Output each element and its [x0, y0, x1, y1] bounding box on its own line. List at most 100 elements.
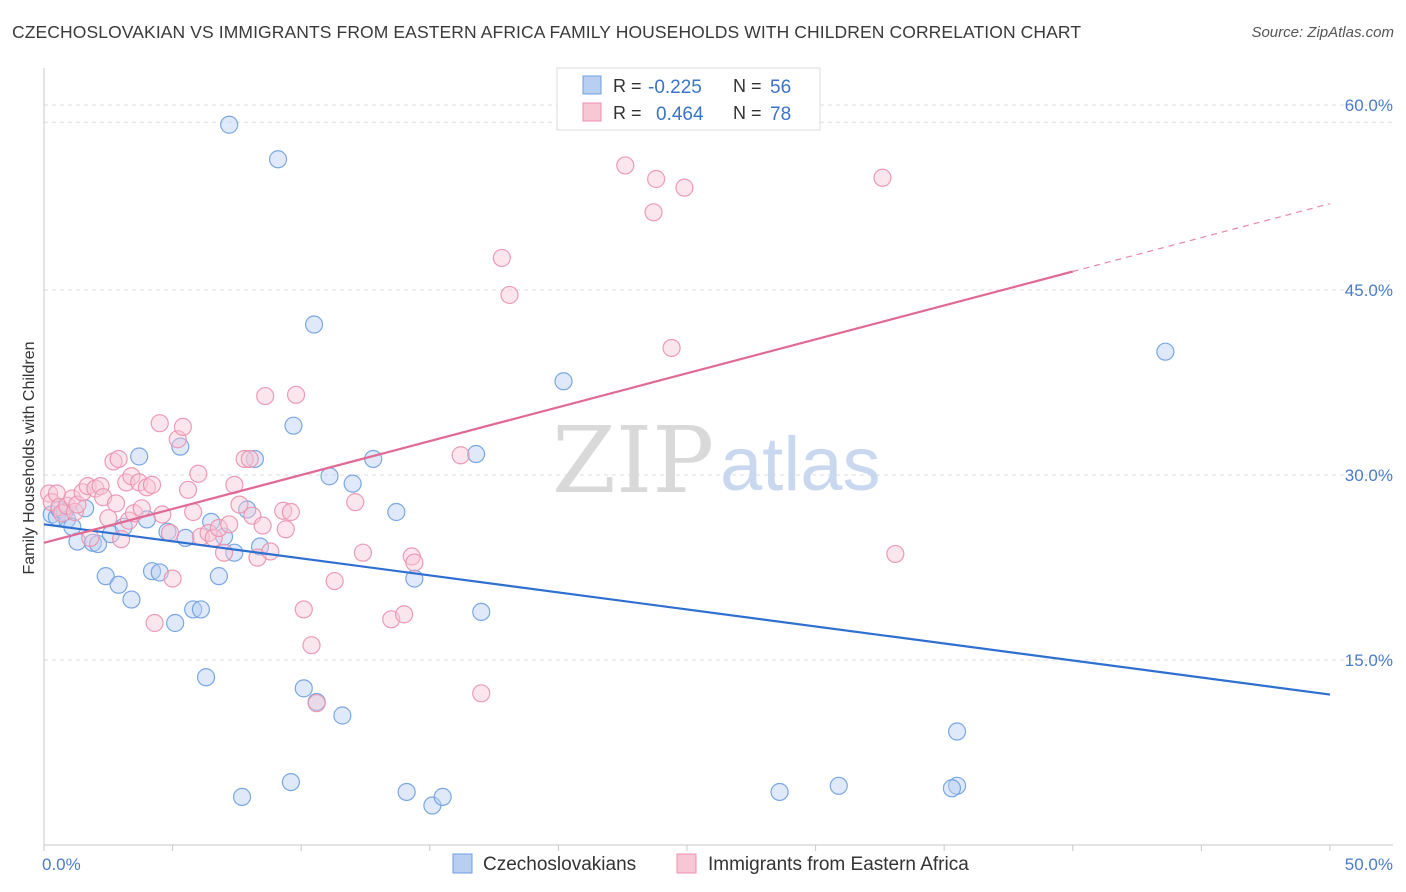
point-czechoslovakians-57 — [1156, 342, 1175, 361]
point-czechoslovakians-27 — [209, 567, 228, 586]
point-eastern-africa-18 — [109, 449, 128, 469]
point-eastern-africa-51 — [256, 386, 275, 406]
trend-line-czechoslovakians — [43, 523, 1331, 696]
point-eastern-africa-30 — [153, 505, 172, 524]
legend-n-value-2: 78 — [770, 104, 791, 125]
legend-r-label-2: R = — [613, 103, 642, 123]
point-eastern-africa-55 — [281, 502, 301, 522]
point-eastern-africa-67 — [451, 446, 470, 465]
point-czechoslovakians-45 — [387, 502, 406, 522]
point-eastern-africa-58 — [302, 636, 321, 655]
point-eastern-africa-54 — [276, 520, 295, 539]
point-eastern-africa-35 — [178, 480, 198, 499]
x-tick-label-1: 50.0% — [1345, 855, 1393, 874]
chart-source: Source: ZipAtlas.com — [1251, 24, 1394, 41]
legend-swatch-blue — [582, 75, 602, 95]
point-eastern-africa-66 — [405, 553, 424, 572]
point-eastern-africa-72 — [644, 203, 663, 222]
point-eastern-africa-75 — [675, 178, 694, 197]
legend-swatch-pink — [582, 102, 602, 122]
y-tick-label-2: 45.0% — [1345, 281, 1393, 300]
point-eastern-africa-17 — [106, 494, 126, 513]
legend-n-label-2: N = — [733, 103, 762, 123]
bottom-legend-swatch-pink — [676, 853, 697, 874]
point-czechoslovakians-12 — [109, 575, 128, 594]
legend-n-value-1: 56 — [770, 77, 791, 98]
series-legend: Czechoslovakians Immigrants from Eastern… — [452, 853, 969, 875]
point-czechoslovakians-21 — [171, 437, 190, 456]
point-eastern-africa-70 — [500, 285, 519, 305]
watermark-zip: ZIP — [552, 407, 714, 514]
point-eastern-africa-60 — [325, 571, 344, 591]
point-czechoslovakians-55 — [947, 722, 967, 741]
series-eastern-africa-points — [40, 156, 905, 713]
point-eastern-africa-59 — [307, 694, 326, 713]
point-czechoslovakians-42 — [333, 706, 352, 725]
legend-r-value-1: -0.225 — [648, 77, 702, 98]
point-eastern-africa-27 — [142, 475, 162, 494]
y-tick-labels: 15.0% 30.0% 45.0% 60.0% — [1345, 96, 1393, 670]
legend-r-label-1: R = — [613, 76, 642, 96]
point-eastern-africa-68 — [472, 684, 491, 703]
point-czechoslovakians-24 — [191, 600, 210, 619]
point-czechoslovakians-36 — [281, 772, 301, 792]
point-czechoslovakians-39 — [304, 315, 324, 334]
point-eastern-africa-76 — [873, 168, 892, 187]
point-czechoslovakians-25 — [196, 668, 216, 687]
point-eastern-africa-62 — [353, 543, 373, 562]
y-tick-label-1: 30.0% — [1345, 466, 1393, 485]
point-eastern-africa-73 — [647, 169, 666, 189]
x-tick-label-0: 0.0% — [42, 855, 81, 874]
point-czechoslovakians-29 — [220, 115, 239, 134]
point-czechoslovakians-51 — [472, 602, 491, 622]
point-czechoslovakians-31 — [232, 787, 252, 807]
point-czechoslovakians-33 — [245, 449, 265, 469]
point-eastern-africa-57 — [294, 600, 313, 619]
point-czechoslovakians-54 — [829, 776, 848, 795]
correlation-legend: R = -0.225 N = 56 R = 0.464 N = 78 — [556, 67, 821, 131]
point-czechoslovakians-43 — [343, 474, 362, 493]
point-eastern-africa-41 — [209, 518, 228, 538]
point-czechoslovakians-49 — [433, 787, 452, 807]
point-czechoslovakians-10 — [96, 567, 115, 586]
point-czechoslovakians-41 — [320, 467, 339, 486]
point-eastern-africa-29 — [150, 414, 169, 433]
point-czechoslovakians-23 — [184, 600, 203, 619]
point-czechoslovakians-34 — [250, 537, 270, 556]
point-eastern-africa-61 — [346, 493, 365, 512]
legend-r-value-2: 0.464 — [656, 104, 704, 125]
x-tick-labels: 0.0% 50.0% — [42, 855, 1393, 874]
trend-line-eastern-africa — [43, 270, 1074, 544]
point-czechoslovakians-20 — [166, 613, 185, 633]
point-czechoslovakians-44 — [364, 449, 383, 469]
point-czechoslovakians-37 — [284, 416, 303, 435]
point-eastern-africa-28 — [145, 613, 164, 633]
point-eastern-africa-50 — [253, 516, 272, 535]
point-eastern-africa-64 — [394, 605, 414, 624]
point-czechoslovakians-50 — [466, 444, 486, 464]
point-czechoslovakians-38 — [294, 679, 313, 698]
point-czechoslovakians-35 — [268, 150, 288, 169]
legend-n-label-1: N = — [733, 76, 762, 96]
watermark-atlas: atlas — [720, 422, 881, 507]
grid-lines — [44, 104, 1393, 661]
point-eastern-africa-34 — [173, 417, 192, 436]
point-eastern-africa-74 — [662, 338, 681, 358]
point-eastern-africa-31 — [160, 523, 180, 543]
point-czechoslovakians-46 — [397, 782, 416, 802]
y-axis-label: Family Households with Children — [21, 342, 38, 575]
point-eastern-africa-43 — [220, 515, 239, 534]
point-czechoslovakians-17 — [142, 562, 162, 581]
point-eastern-africa-56 — [286, 385, 306, 404]
y-tick-label-3: 60.0% — [1345, 96, 1393, 115]
point-eastern-africa-25 — [132, 499, 151, 518]
point-eastern-africa-39 — [199, 523, 218, 543]
point-czechoslovakians-52 — [554, 372, 573, 391]
point-eastern-africa-13 — [91, 477, 110, 496]
point-czechoslovakians-58 — [942, 779, 962, 798]
point-eastern-africa-32 — [163, 569, 182, 588]
point-eastern-africa-37 — [189, 464, 208, 483]
point-czechoslovakians-15 — [130, 447, 149, 466]
point-eastern-africa-53 — [274, 501, 293, 520]
